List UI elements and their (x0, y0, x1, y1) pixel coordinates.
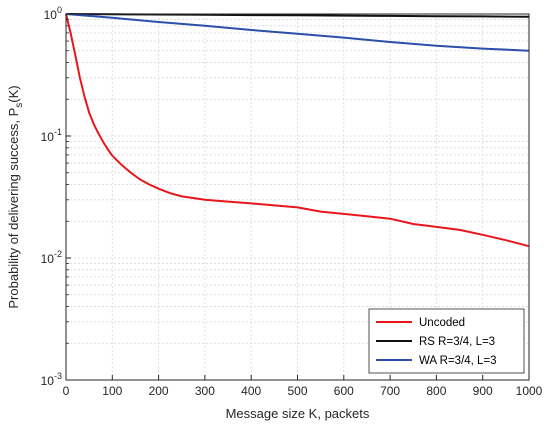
y-axis-title: Probability of delivering success, Ps(K) (6, 85, 25, 308)
x-tick-label: 1000 (516, 384, 543, 398)
y-axis-title-subscript: s (14, 103, 25, 108)
x-tick-label: 600 (334, 384, 354, 398)
x-tick-label: 200 (149, 384, 169, 398)
x-tick-label: 400 (241, 384, 261, 398)
x-tick-label: 300 (195, 384, 215, 398)
legend-label-3: WA R=3/4, L=3 (419, 355, 497, 367)
series-line-3 (65, 13, 530, 52)
y-tick-label: 100 (44, 5, 62, 22)
y-tick-label: 10-1 (41, 127, 62, 144)
legend: Uncoded RS R=3/4, L=3 WA R=3/4, L=3 (368, 308, 525, 374)
x-axis-title: Message size K, packets (226, 406, 370, 421)
ticks (65, 13, 530, 381)
y-tick-labels: 100 10-1 10-2 10-3 (41, 5, 62, 388)
x-tick-label: 700 (380, 384, 400, 398)
x-tick-labels: 0 100 200 300 400 500 600 700 800 900 1000 (63, 384, 543, 398)
legend-label-1: Uncoded (419, 317, 465, 329)
legend-label-2: RS R=3/4, L=3 (419, 336, 495, 348)
x-tick-label: 0 (63, 384, 70, 398)
x-tick-label: 100 (102, 384, 122, 398)
x-tick-label: 900 (473, 384, 493, 398)
y-tick-label: 10-3 (41, 371, 62, 388)
grid (66, 14, 529, 380)
y-tick-label: 10-2 (41, 249, 62, 266)
series-line-1 (65, 13, 530, 248)
x-tick-label: 500 (287, 384, 307, 398)
x-tick-label: 800 (426, 384, 446, 398)
